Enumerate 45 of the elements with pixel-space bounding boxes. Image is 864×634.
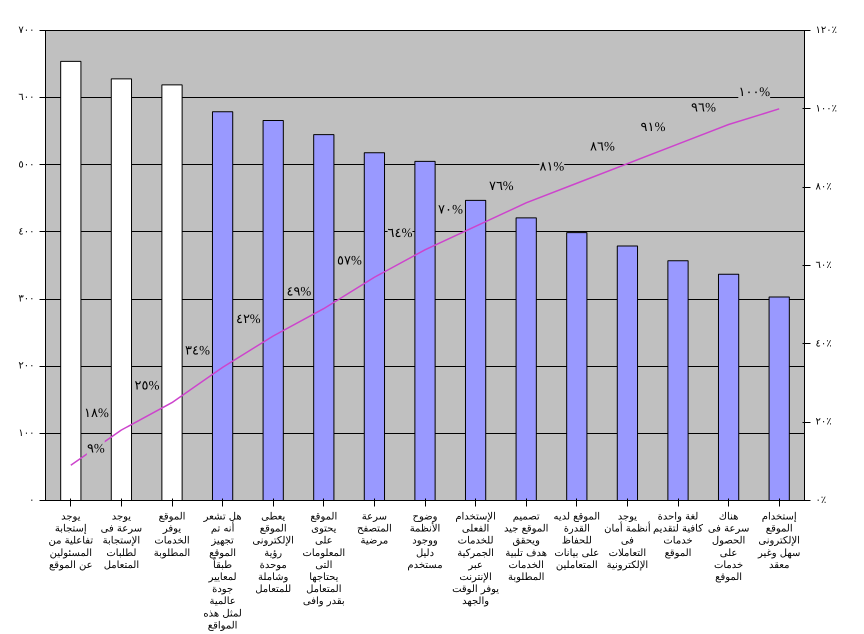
y-tick-label: ١٠٠ <box>18 428 35 439</box>
y2-tick-label: ٦٠٪ <box>816 260 832 271</box>
y-tick-label: ٤٠٠ <box>18 226 35 238</box>
x-tick-label: تصميم الموقع جيد ويحقق هدف تلبية الخدمات المطلوبة <box>504 512 548 583</box>
y-tick-label: ٥٠٠ <box>18 159 35 170</box>
data-label: ١٨% <box>84 405 109 420</box>
y2-tick-label: ١٢٠٪ <box>816 25 837 36</box>
y2-tick-label: ٢٠٪ <box>816 416 832 428</box>
data-label: ٩% <box>86 440 105 456</box>
x-tick-label: الموقع يوفر الخدمات المطلوبة <box>154 512 190 559</box>
y2-tick-label: ٤٠٪ <box>816 338 832 350</box>
x-tick-label: يوجد إستجابة تفاعلية من المسئولين عن الموقع <box>48 512 94 571</box>
x-tick-label: هناك سرعة فى الحصول على خدمات الموقع <box>708 512 750 583</box>
y-tick-label: ٢٠٠ <box>18 360 35 372</box>
data-label: ٨١% <box>539 158 564 174</box>
x-tick-label: الموقع يحتوى على المعلومات التى يحتاجها المتعامل بقدر وافى <box>302 512 346 608</box>
data-label: ٤٩% <box>286 284 312 299</box>
y-tick-label: ٦٠٠ <box>18 92 35 104</box>
y2-tick-label: ٨٠٪ <box>816 182 832 193</box>
data-label: ١٠٠% <box>738 84 770 99</box>
x-tick-label: إستخدام الموقع الإلكترونى سهل وغير معقد <box>757 512 800 571</box>
y-tick-label: ٧٠٠ <box>18 25 35 36</box>
y-tick-label: ٠ <box>29 495 35 506</box>
y2-tick-label: ١٠٠٪ <box>816 103 837 114</box>
data-label: ٩١% <box>640 119 666 134</box>
data-label: ٧٦% <box>488 178 514 193</box>
x-tick-label: لغة واحدة كافية لتقديم خدمات الموقع <box>653 512 704 559</box>
y2-tick-label: ٠٪ <box>816 495 826 506</box>
data-label: ٨٦% <box>590 138 615 154</box>
y-tick-label: ٣٠٠ <box>18 294 35 305</box>
category-label: هل تشعر أنه تم تجهيز الموقع طبقاً لمعايير جودة عالمية لمثل هذه المواقع <box>203 512 242 632</box>
data-label: ٢٥% <box>134 378 160 393</box>
x-tick-label: يوجد أنظمة أمان فى التعاملات الإلكترونية <box>604 512 651 571</box>
data-label: ٥٧% <box>336 252 362 268</box>
data-label: ٤٢% <box>236 311 261 326</box>
x-tick-label: يعطى الموقع الإلكترونى رؤية موحدة وشاملة للمتعامل <box>252 512 294 596</box>
data-label: ٧٠% <box>438 201 464 216</box>
x-tick-label: وضوح الأنظمة ووجود دليل مستخدم <box>407 512 443 571</box>
data-label: ٦٤% <box>388 224 413 240</box>
data-label: ٣٤% <box>185 342 210 358</box>
x-tick-label: يوجد سرعة فى الإستجابة لطلبات المتعامل <box>100 512 142 571</box>
x-tick-label: الموقع لديه القدرة للحفاظ على بيانات المتعاملين <box>554 512 600 571</box>
x-tick-label: سرعة المتصفح مرضية <box>356 512 392 547</box>
data-label: ٩٦% <box>691 100 716 114</box>
x-tick-label: الإستخدام الفعلى للخدمات الجمركية عبر الإنترنت يوفر الوقت والجهد <box>452 512 500 608</box>
